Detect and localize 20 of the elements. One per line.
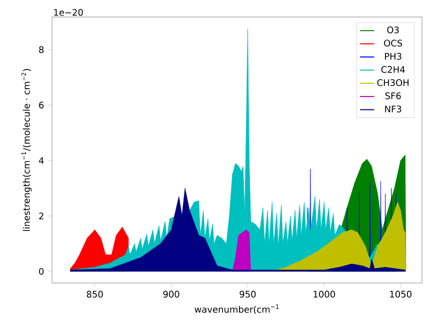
x-tick-label: 1000 — [314, 290, 335, 298]
legend-label: PH3 — [384, 52, 402, 60]
x-tick-label: 950 — [240, 290, 256, 298]
y-tick-label: 6 — [39, 102, 44, 109]
x-tick-label: 1050 — [390, 290, 412, 298]
legend-label: NF3 — [385, 106, 402, 112]
y-tick-label: 8 — [39, 46, 44, 54]
y-tick-label: 4 — [38, 157, 44, 164]
y-tick-label: 0 — [39, 268, 44, 275]
legend-label: SF6 — [385, 92, 401, 100]
x-axis-title: wavenumber(cm$^{−1}$ — [194, 304, 279, 314]
y-axis-title: linestrength(cm$^{−1}$/(molecule · cm$^{−2}$) — [21, 69, 32, 231]
x-tick-label: 850 — [86, 290, 103, 298]
legend-label: O3 — [387, 26, 399, 34]
legend-label: CH3OH — [377, 79, 408, 86]
text: 1e−20 — [54, 8, 83, 16]
legend-label: C2H4 — [381, 66, 405, 73]
x-tick-label: 900 — [163, 290, 180, 298]
legend-label: OCS — [384, 40, 402, 47]
y-tick-label: 2 — [39, 212, 44, 220]
